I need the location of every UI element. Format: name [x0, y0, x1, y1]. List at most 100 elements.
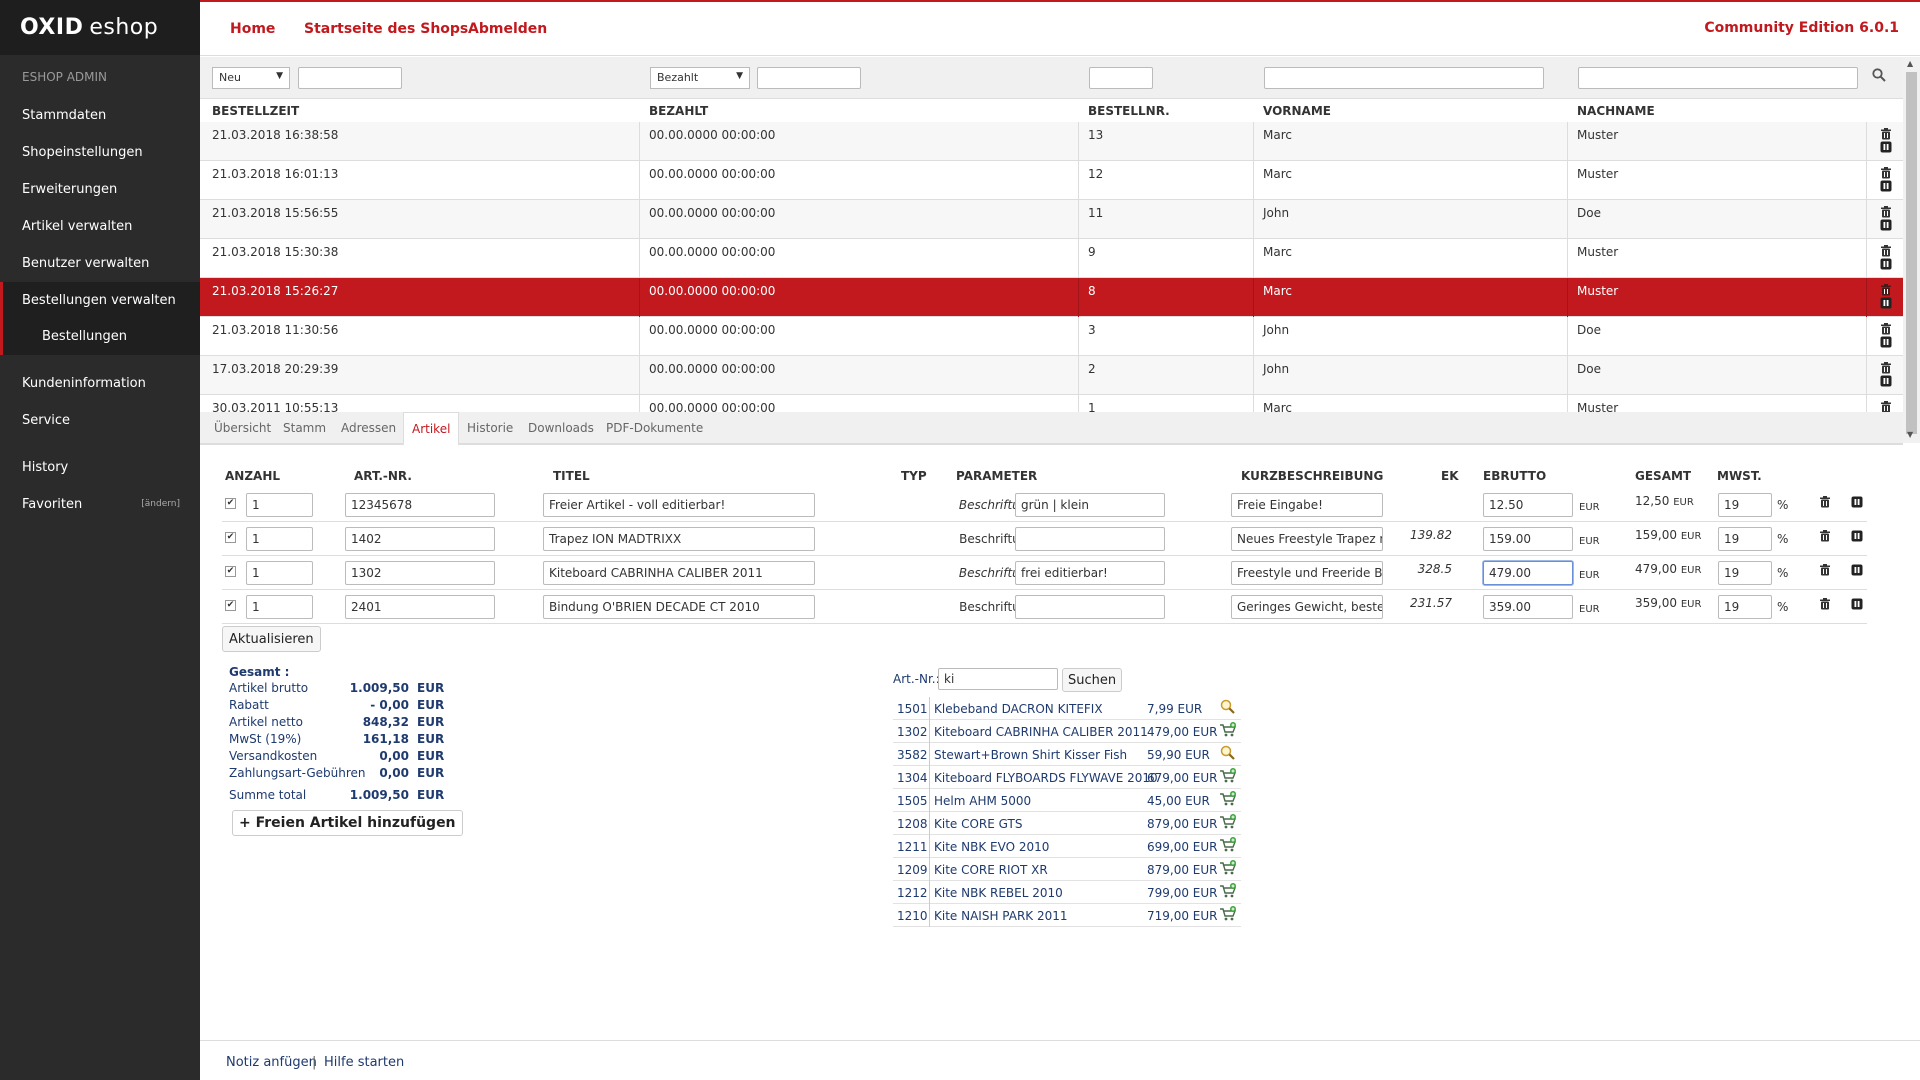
trash-icon[interactable] [1880, 206, 1892, 219]
order-cell-vorname[interactable]: Marc [1263, 245, 1292, 259]
artnr-input[interactable]: 2401 [345, 595, 495, 619]
tab-historie[interactable]: Historie [467, 421, 514, 435]
titel-input[interactable]: Bindung O'BRIEN DECADE CT 2010 [543, 595, 815, 619]
ebrutto-input[interactable]: 479.00 [1483, 561, 1573, 585]
order-row[interactable]: 21.03.2018 11:30:56 00.00.0000 00:00:00 3 J… [200, 317, 1903, 356]
trash-icon[interactable] [1880, 245, 1892, 258]
order-cell-zeit[interactable]: 21.03.2018 16:01:13 [212, 167, 339, 181]
order-row[interactable]: 17.03.2018 20:29:39 00.00.0000 00:00:00 2 J… [200, 356, 1903, 395]
trash-icon[interactable] [1880, 284, 1892, 297]
order-cell-bezahlt[interactable]: 00.00.0000 00:00:00 [649, 323, 776, 337]
kurzbeschreibung-input[interactable]: Neues Freestyle Trapez mit [1231, 527, 1383, 551]
order-cell-zeit[interactable]: 21.03.2018 16:38:58 [212, 128, 339, 142]
bezahlt-filter-input[interactable] [757, 67, 861, 89]
order-cell-vorname[interactable]: Marc [1263, 284, 1292, 298]
parameter-input[interactable]: frei editierbar! [1015, 561, 1165, 585]
product-search-input[interactable]: ki [938, 668, 1058, 690]
order-row[interactable]: 21.03.2018 16:38:58 00.00.0000 00:00:00 13… [200, 122, 1903, 161]
order-cell-vorname[interactable]: John [1263, 206, 1290, 220]
order-cell-nr[interactable]: 13 [1088, 128, 1104, 142]
ebrutto-input[interactable]: 159.00 [1483, 527, 1573, 551]
sidebar-item-service[interactable]: Service [22, 413, 71, 428]
product-search-button[interactable]: Suchen [1062, 668, 1123, 692]
order-row[interactable]: 21.03.2018 16:01:13 00.00.0000 00:00:00 12… [200, 161, 1903, 200]
order-cell-bezahlt[interactable]: 00.00.0000 00:00:00 [649, 362, 776, 376]
order-cell-bezahlt[interactable]: 00.00.0000 00:00:00 [649, 206, 776, 220]
order-cell-nr[interactable]: 8 [1088, 284, 1096, 298]
trash-icon[interactable] [1880, 167, 1892, 180]
nav-startseite-link[interactable]: Startseite des Shops [304, 21, 469, 37]
mwst-input[interactable]: 19 [1718, 527, 1772, 551]
trash-icon[interactable] [1880, 323, 1892, 336]
ebrutto-input[interactable]: 12.50 [1483, 493, 1573, 517]
pause-icon[interactable] [1880, 180, 1892, 193]
order-row[interactable]: 21.03.2018 15:30:38 00.00.0000 00:00:00 9 M… [200, 239, 1903, 278]
tab-pdf-dokumente[interactable]: PDF-Dokumente [606, 421, 704, 435]
tab-downloads[interactable]: Downloads [528, 421, 594, 435]
parameter-input[interactable]: grün | klein [1015, 493, 1165, 517]
add-to-cart-icon[interactable] [1219, 906, 1237, 922]
order-cell-zeit[interactable]: 17.03.2018 20:29:39 [212, 362, 339, 376]
add-to-cart-icon[interactable] [1219, 722, 1237, 738]
ebrutto-input[interactable]: 359.00 [1483, 595, 1573, 619]
order-cell-nr[interactable]: 2 [1088, 362, 1096, 376]
sidebar-item-history[interactable]: History [22, 460, 69, 475]
trash-icon[interactable] [1819, 496, 1833, 510]
order-cell-zeit[interactable]: 21.03.2018 15:30:38 [212, 245, 339, 259]
order-cell-nr[interactable]: 3 [1088, 323, 1096, 337]
order-cell-nachname[interactable]: Muster [1577, 167, 1619, 181]
notiz-link[interactable]: Notiz anfügen [226, 1055, 317, 1070]
artnr-input[interactable]: 12345678 [345, 493, 495, 517]
add-to-cart-icon[interactable] [1219, 883, 1237, 899]
status-filter-select[interactable]: Neu ▼ [212, 67, 290, 89]
kurzbeschreibung-input[interactable]: Freestyle und Freeride Boa [1231, 561, 1383, 585]
sidebar-item-shopeinstellungen[interactable]: Shopeinstellungen [22, 145, 143, 160]
pause-icon[interactable] [1880, 336, 1892, 349]
anzahl-input[interactable]: 1 [246, 561, 313, 585]
order-cell-vorname[interactable]: Marc [1263, 128, 1292, 142]
parameter-input[interactable] [1015, 527, 1165, 551]
col-bezahlt[interactable]: BEZAHLT [649, 104, 709, 118]
order-cell-nachname[interactable]: Muster [1577, 128, 1619, 142]
mwst-input[interactable]: 19 [1718, 493, 1772, 517]
sidebar-item-artikel[interactable]: Artikel verwalten [22, 219, 133, 234]
order-cell-nr[interactable]: 9 [1088, 245, 1096, 259]
pause-icon[interactable] [1851, 530, 1865, 544]
col-bestellnr[interactable]: BESTELLNR. [1088, 104, 1170, 118]
scroll-up-icon[interactable]: ▲ [1907, 59, 1914, 68]
add-to-cart-icon[interactable] [1219, 837, 1237, 853]
search-icon[interactable] [1872, 68, 1886, 82]
mwst-input[interactable]: 19 [1718, 595, 1772, 619]
order-cell-vorname[interactable]: Marc [1263, 401, 1292, 412]
zeit-filter-input[interactable] [298, 67, 402, 89]
pause-icon[interactable] [1880, 219, 1892, 232]
trash-icon[interactable] [1819, 564, 1833, 578]
order-cell-nr[interactable]: 1 [1088, 401, 1096, 412]
trash-icon[interactable] [1819, 598, 1833, 612]
order-cell-bezahlt[interactable]: 00.00.0000 00:00:00 [649, 167, 776, 181]
order-cell-vorname[interactable]: John [1263, 362, 1290, 376]
magnifier-icon[interactable] [1219, 699, 1237, 715]
add-to-cart-icon[interactable] [1219, 791, 1237, 807]
artnr-input[interactable]: 1302 [345, 561, 495, 585]
sidebar-item-erweiterungen[interactable]: Erweiterungen [22, 182, 118, 197]
order-cell-bezahlt[interactable]: 00.00.0000 00:00:00 [649, 245, 776, 259]
pause-icon[interactable] [1880, 297, 1892, 310]
aktualisieren-button[interactable]: Aktualisieren [222, 626, 321, 652]
artnr-input[interactable]: 1402 [345, 527, 495, 551]
nav-abmelden-link[interactable]: Abmelden [468, 21, 548, 37]
kurzbeschreibung-input[interactable]: Geringes Gewicht, beste Pe [1231, 595, 1383, 619]
tab-adressen[interactable]: Adressen [341, 421, 397, 435]
order-list-scrollbar[interactable]: ▲ ▼ [1903, 57, 1920, 443]
favoriten-aendern-link[interactable]: [ändern] [141, 499, 180, 509]
oxid-logo[interactable]: OXID eshop [0, 0, 200, 55]
nav-home-link[interactable]: Home [230, 21, 276, 37]
order-cell-nachname[interactable]: Doe [1577, 323, 1601, 337]
order-cell-zeit[interactable]: 21.03.2018 15:26:27 [212, 284, 339, 298]
sidebar-item-stammdaten[interactable]: Stammdaten [22, 108, 107, 123]
add-to-cart-icon[interactable] [1219, 768, 1237, 784]
order-row[interactable]: 21.03.2018 15:26:27 00.00.0000 00:00:00 8 M… [200, 278, 1903, 317]
trash-icon[interactable] [1819, 530, 1833, 544]
hilfe-link[interactable]: Hilfe starten [324, 1055, 405, 1070]
titel-input[interactable]: Freier Artikel - voll editierbar! [543, 493, 815, 517]
